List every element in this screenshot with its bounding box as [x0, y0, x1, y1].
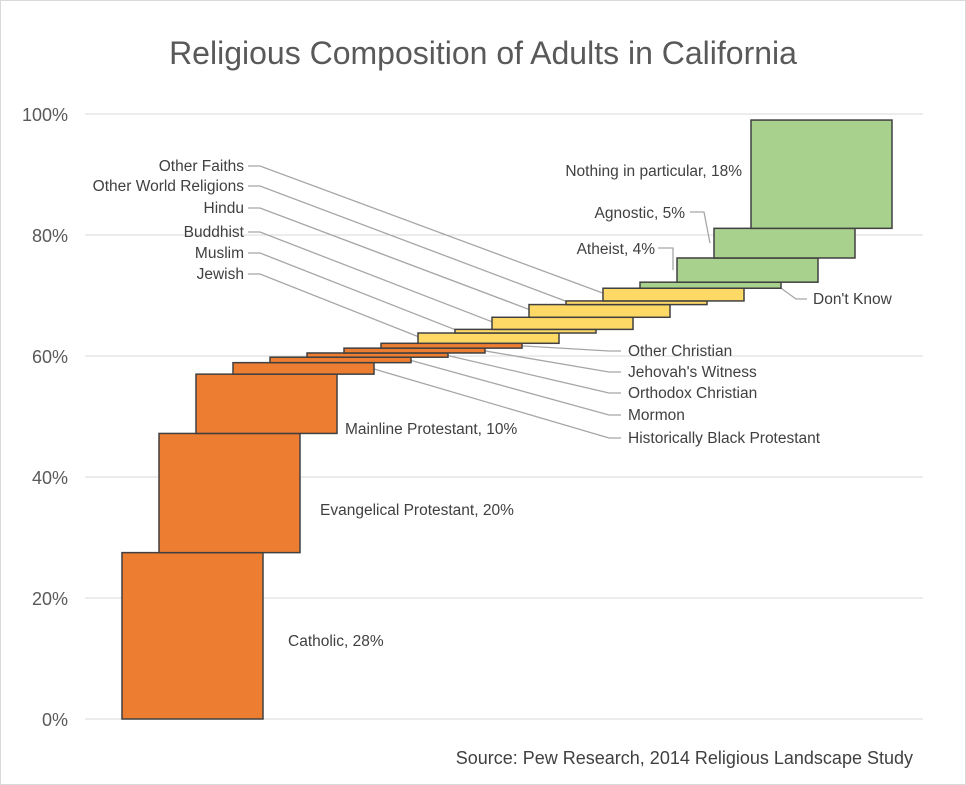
label-evangelical-protestant: Evangelical Protestant, 20% — [320, 502, 514, 519]
leader-line — [445, 354, 621, 394]
leader-line — [408, 359, 621, 416]
leader-line — [248, 207, 534, 312]
bar-evangelical-protestant — [158, 432, 301, 554]
label-don-t-know: Don't Know — [813, 291, 893, 308]
leader-line — [248, 185, 571, 304]
leader-line — [690, 211, 711, 244]
leader-line — [248, 252, 460, 332]
bar-mainline-protestant — [195, 373, 338, 435]
leader-line — [776, 284, 807, 300]
label-jehovah-s-witness: Jehovah's Witness — [628, 364, 757, 381]
bar-don-t-know — [639, 281, 782, 289]
leader-line — [248, 273, 423, 339]
y-tick-label: 20% — [32, 589, 68, 609]
label-orthodox-christian: Orthodox Christian — [628, 385, 757, 402]
label-nothing-in-particular: Nothing in particular, 18% — [565, 163, 742, 180]
bar-buddhist — [491, 316, 634, 331]
y-tick-label: 60% — [32, 347, 68, 367]
leader-line — [658, 247, 674, 271]
label-agnostic: Agnostic, 5% — [595, 205, 686, 222]
bar-agnostic — [713, 227, 856, 259]
leader-line — [248, 165, 608, 296]
y-tick-label: 100% — [22, 105, 68, 125]
label-other-faiths: Other Faiths — [159, 158, 245, 175]
label-catholic: Catholic, 28% — [288, 633, 384, 650]
bar-mormon — [269, 356, 412, 364]
label-hindu: Hindu — [204, 200, 245, 217]
label-other-world-religions: Other World Religions — [93, 178, 245, 195]
bar-nothing-in-particular — [750, 119, 893, 230]
bar-historically-black-protestant — [232, 361, 375, 375]
y-tick-label: 80% — [32, 226, 68, 246]
y-tick-label: 40% — [32, 468, 68, 488]
label-atheist: Atheist, 4% — [577, 241, 656, 258]
label-mainline-protestant: Mainline Protestant, 10% — [345, 421, 518, 438]
label-other-christian: Other Christian — [628, 343, 732, 360]
label-historically-black-protestant: Historically Black Protestant — [628, 430, 821, 447]
bar-atheist — [676, 257, 819, 283]
bar-catholic — [121, 551, 264, 720]
bar-hindu — [528, 303, 671, 319]
y-tick-label: 0% — [42, 710, 68, 730]
chart-title: Religious Composition of Adults in Calif… — [169, 35, 797, 71]
label-muslim: Muslim — [195, 245, 244, 262]
label-mormon: Mormon — [628, 407, 685, 424]
leader-line — [519, 345, 621, 352]
bar-other-faiths — [602, 287, 745, 302]
leader-line — [371, 367, 621, 439]
chart-source: Source: Pew Research, 2014 Religious Lan… — [455, 748, 913, 768]
label-buddhist: Buddhist — [184, 224, 245, 241]
leader-line — [248, 231, 497, 324]
bar-jewish — [417, 332, 560, 345]
label-jewish: Jewish — [197, 266, 244, 283]
leader-line — [482, 349, 621, 373]
